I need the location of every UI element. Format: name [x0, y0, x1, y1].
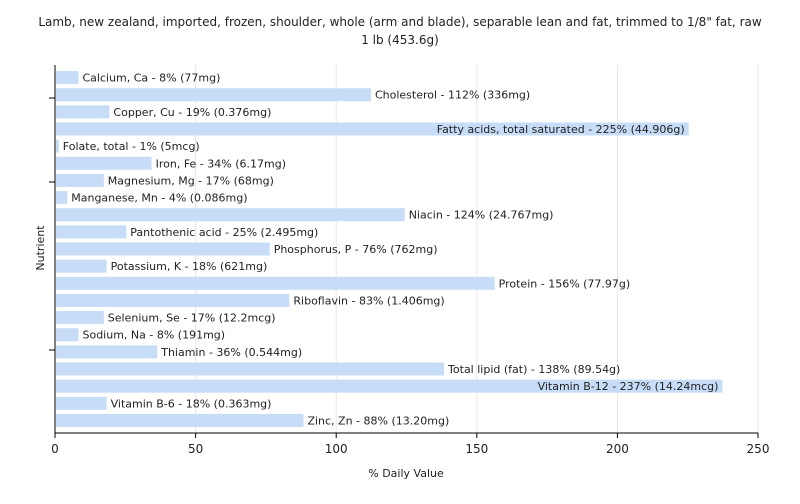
bar-label-14: Selenium, Se - 17% (12.2mcg) [108, 312, 276, 325]
bar-label-20: Zinc, Zn - 88% (13.20mg) [307, 414, 449, 427]
axis-layer: 0 50 100 150 200 250 [49, 65, 769, 456]
bar-11 [56, 259, 107, 273]
bar-label-4: Folate, total - 1% (5mcg) [63, 140, 200, 153]
bar-label-17: Total lipid (fat) - 138% (89.54g) [447, 363, 620, 376]
bar-label-9: Pantothenic acid - 25% (2.495mg) [130, 226, 318, 239]
bar-layer: Calcium, Ca - 8% (77mg) Cholesterol - 112… [56, 71, 723, 427]
x-tick-label-150: 150 [465, 442, 488, 456]
bar-label-7: Manganese, Mn - 4% (0.086mg) [71, 192, 247, 205]
bar-14 [56, 311, 104, 325]
y-axis-label: Nutrient [34, 225, 47, 271]
chart-title-line-2: 1 lb (453.6g) [361, 33, 439, 47]
bar-3 [56, 122, 689, 136]
bar-18 [56, 379, 723, 393]
bar-label-0: Calcium, Ca - 8% (77mg) [82, 72, 220, 85]
bar-15 [56, 328, 79, 342]
bar-20 [56, 413, 304, 427]
bar-19 [56, 396, 107, 410]
bar-9 [56, 225, 127, 239]
bar-8 [56, 208, 405, 222]
bar-1 [56, 88, 371, 102]
bar-label-5: Iron, Fe - 34% (6.17mg) [156, 157, 286, 170]
bar-2 [56, 105, 110, 119]
bar-10 [56, 242, 270, 256]
x-axis-label: % Daily Value [368, 467, 444, 480]
bar-label-1: Cholesterol - 112% (336mg) [375, 89, 530, 102]
bar-label-13: Riboflavin - 83% (1.406mg) [293, 294, 444, 307]
bar-4 [56, 139, 59, 153]
bar-13 [56, 293, 290, 307]
x-tick-label-250: 250 [747, 442, 770, 456]
x-tick-label-200: 200 [606, 442, 629, 456]
bar-17 [56, 362, 445, 376]
bar-label-11: Potassium, K - 18% (621mg) [111, 260, 268, 273]
bar-label-12: Protein - 156% (77.97g) [499, 277, 631, 290]
x-tick-label-0: 0 [51, 442, 59, 456]
bar-0 [56, 71, 79, 85]
bar-label-2: Copper, Cu - 19% (0.376mg) [113, 106, 271, 119]
bar-label-16: Thiamin - 36% (0.544mg) [160, 346, 302, 359]
bar-label-10: Phosphorus, P - 76% (762mg) [274, 243, 438, 256]
bar-label-19: Vitamin B-6 - 18% (0.363mg) [111, 397, 272, 410]
bar-12 [56, 276, 495, 290]
bar-5 [56, 156, 152, 170]
bar-label-8: Niacin - 124% (24.767mg) [409, 209, 554, 222]
bar-label-6: Magnesium, Mg - 17% (68mg) [108, 174, 274, 187]
x-tick-label-100: 100 [325, 442, 348, 456]
x-tick-label-50: 50 [188, 442, 203, 456]
bar-7 [56, 191, 68, 205]
bar-label-18: Vitamin B-12 - 237% (14.24mcg) [538, 380, 719, 393]
bar-label-3: Fatty acids, total saturated - 225% (44.… [437, 123, 685, 136]
bar-label-15: Sodium, Na - 8% (191mg) [82, 329, 225, 342]
bar-6 [56, 173, 104, 187]
chart-title-line-1: Lamb, new zealand, imported, frozen, sho… [38, 15, 762, 29]
bar-16 [56, 345, 158, 359]
